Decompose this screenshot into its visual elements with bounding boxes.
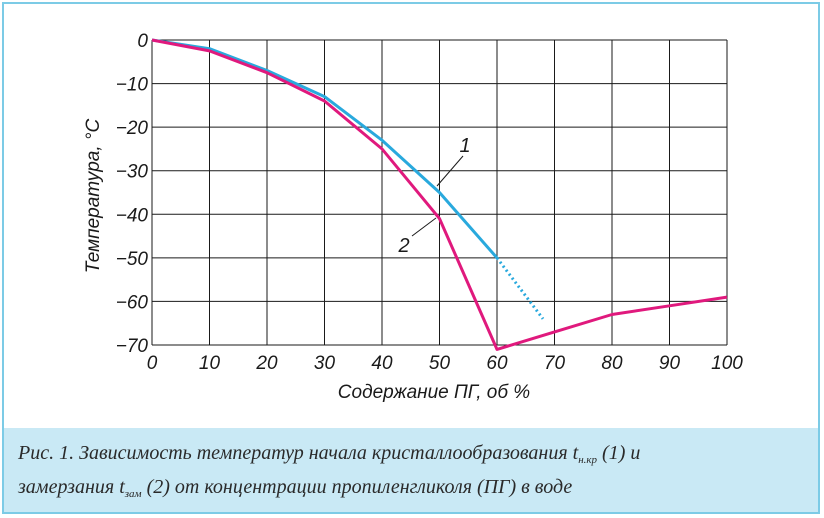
x-tick-label: 70 xyxy=(544,353,566,374)
tick-labels: 0 10 20 30 40 50 60 70 80 90 100 0 −10 −20 −30 −40 −50 −6… xyxy=(116,31,744,374)
x-tick-label: 80 xyxy=(601,353,623,374)
y-tick-label: 0 xyxy=(137,31,148,52)
y-tick-label: −70 xyxy=(116,336,149,357)
caption-line1-end: (1) и xyxy=(597,442,641,464)
x-tick-label: 40 xyxy=(371,353,393,374)
y-tick-label: −50 xyxy=(116,249,149,270)
x-tick-label: 100 xyxy=(711,353,743,374)
chart: 0 10 20 30 40 50 60 70 80 90 100 0 −10 −20 −30 −40 −50 −6… xyxy=(83,31,744,403)
series-leader-line xyxy=(411,217,437,237)
series-line-2 xyxy=(151,38,728,351)
y-tick-label: −30 xyxy=(116,162,149,183)
x-axis-label: Содержание ПГ, об % xyxy=(338,382,531,403)
x-tick-label: 0 xyxy=(147,353,158,374)
caption-sub-2: зам xyxy=(124,488,142,500)
caption-sub-1: н.кр xyxy=(578,454,598,466)
grid xyxy=(151,39,728,346)
x-tick-label: 90 xyxy=(659,353,681,374)
caption-line1-text: Рис. 1. Зависимость температур начала кр… xyxy=(18,442,579,464)
series-label-2: 2 xyxy=(397,235,409,257)
x-tick-label: 10 xyxy=(199,353,221,374)
caption-line-2: замерзания tзам (2) от концентрации проп… xyxy=(18,474,804,508)
series-layer xyxy=(151,38,728,351)
series-label-1: 1 xyxy=(459,135,470,157)
x-tick-label: 30 xyxy=(314,353,336,374)
series-extension-1 xyxy=(495,256,545,320)
x-tick-label: 20 xyxy=(255,353,278,374)
x-tick-label: 50 xyxy=(429,353,451,374)
y-tick-label: −10 xyxy=(116,75,149,96)
caption-line2-text: замерзания t xyxy=(18,476,125,498)
figure-caption: Рис. 1. Зависимость температур начала кр… xyxy=(4,428,818,512)
y-tick-label: −20 xyxy=(116,118,149,139)
y-axis-label: Температура, °С xyxy=(83,119,104,274)
x-tick-label: 60 xyxy=(486,353,508,374)
caption-line2-end: (2) от концентрации пропиленгликоля (ПГ)… xyxy=(141,476,573,498)
series-labels: 12 xyxy=(397,135,470,257)
y-tick-label: −60 xyxy=(116,292,149,313)
y-tick-label: −40 xyxy=(116,205,149,226)
series-line-1 xyxy=(151,38,499,259)
caption-line-1: Рис. 1. Зависимость температур начала кр… xyxy=(18,440,804,474)
series-leader-line xyxy=(436,155,464,187)
